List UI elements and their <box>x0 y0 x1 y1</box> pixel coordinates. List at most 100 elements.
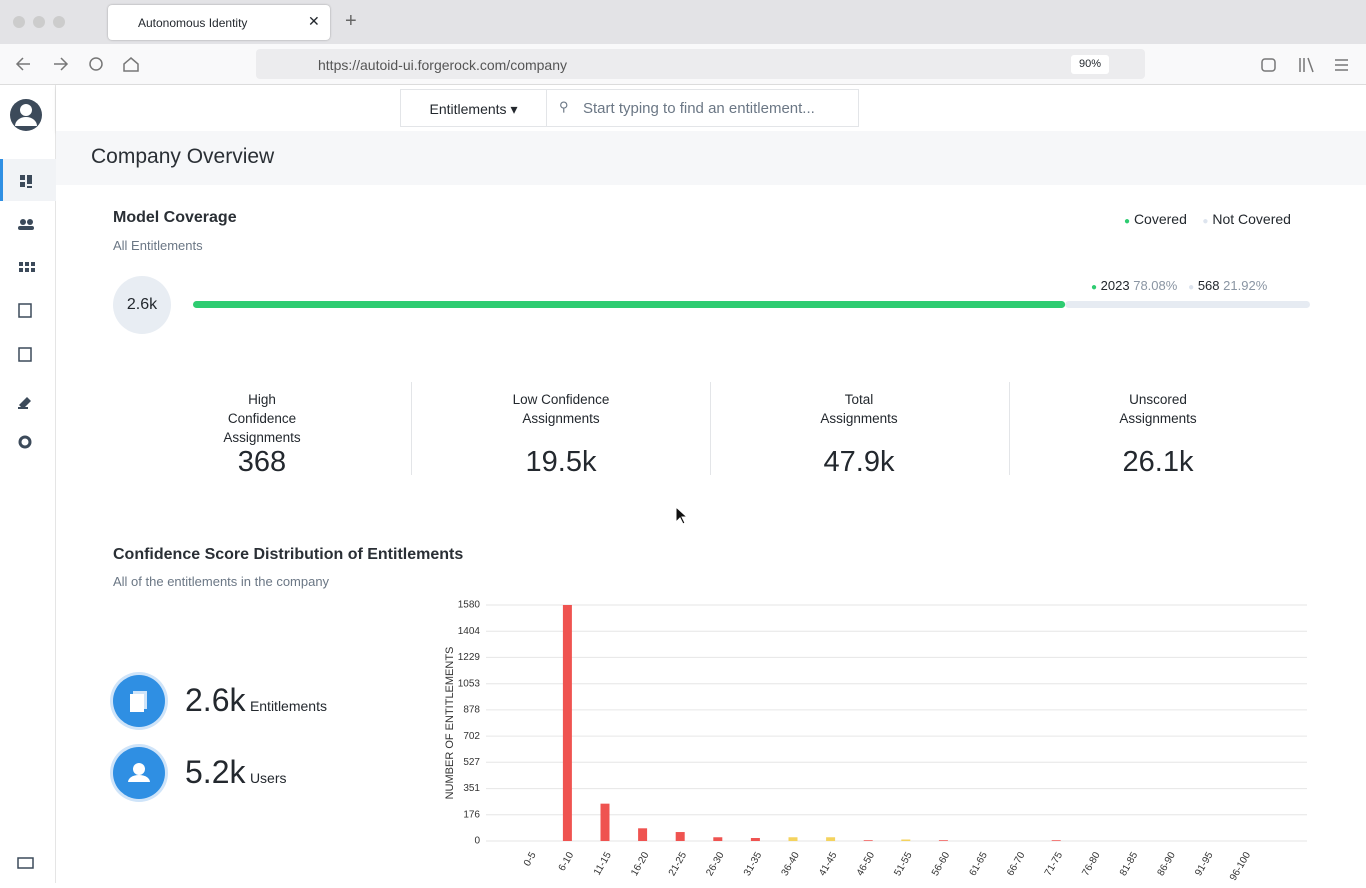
users-icon <box>113 747 165 799</box>
y-tick-label: 0 <box>474 836 480 847</box>
x-tick-label: 0-5 <box>522 850 539 868</box>
x-tick-label: 56-60 <box>930 850 953 878</box>
chart: NUMBER OF ENTITLEMENTS 0 176 351 527 702 878 10… <box>420 590 1366 883</box>
stat-value: 47.9k <box>710 446 1008 479</box>
x-tick-label: 61-65 <box>968 850 991 878</box>
not-covered-percent: 21.92% <box>1223 278 1267 293</box>
y-tick-label: 702 <box>463 731 480 742</box>
x-tick-label: 86-90 <box>1156 850 1179 878</box>
bar <box>1052 840 1061 841</box>
dropdown-label: Entitlements <box>430 101 507 117</box>
legend-item: Not Covered <box>1212 211 1291 227</box>
search-icon: ⚲ <box>559 99 569 115</box>
entity-dropdown[interactable]: Entitlements ▾ <box>400 89 547 127</box>
x-tick-label: 91-95 <box>1193 850 1216 878</box>
stat: Total Assignments47.9k <box>710 390 1008 479</box>
bar <box>638 828 647 841</box>
not-covered-count: 568 <box>1198 278 1220 293</box>
nav-buttons[interactable] <box>14 54 144 74</box>
y-tick-label: 351 <box>463 783 480 794</box>
card-subtitle: All Entitlements <box>113 238 203 253</box>
url-bar[interactable]: https://autoid-ui.forgerock.com/company <box>256 49 1145 79</box>
bar <box>864 840 873 841</box>
summary-value: 5.2k <box>185 754 245 790</box>
section-subtitle: All of the entitlements in the company <box>113 574 329 589</box>
x-tick-label: 26-30 <box>704 850 727 878</box>
bar <box>676 832 685 841</box>
x-tick-label: 16-20 <box>629 850 652 878</box>
sidebar <box>0 85 56 883</box>
card-title: Model Coverage <box>113 209 237 227</box>
x-tick-label: 51-55 <box>892 850 915 878</box>
stat-label: Total Assignments <box>710 390 1008 446</box>
entitlements-icon <box>113 675 165 727</box>
covered-bar <box>193 301 1065 308</box>
x-tick-label: 46-50 <box>855 850 878 878</box>
cursor <box>674 506 688 526</box>
bar <box>563 605 572 841</box>
y-tick-label: 878 <box>463 704 480 715</box>
bar <box>901 840 910 841</box>
x-tick-label: 71-75 <box>1043 850 1066 878</box>
zoom[interactable]: 90% <box>1071 55 1109 74</box>
x-tick-label: 6-10 <box>557 850 577 873</box>
stat: Unscored Assignments26.1k <box>1009 390 1307 479</box>
summary: 2.6k Entitlements <box>185 682 327 719</box>
summary-label: Users <box>250 770 287 786</box>
url: https://autoid-ui.forgerock.com/company <box>318 57 567 73</box>
page-title: Company Overview <box>91 145 274 169</box>
coverage-bar <box>190 298 1310 312</box>
bar <box>826 837 835 841</box>
stat-label: Low Confidence Assignments <box>412 390 710 446</box>
x-tick-label: 21-25 <box>667 850 690 878</box>
window-controls[interactable] <box>12 15 68 29</box>
y-tick-label: 1580 <box>458 600 481 611</box>
not-covered-bar <box>1065 301 1310 308</box>
zoom-level: 90% <box>1079 58 1101 70</box>
covered-percent: 78.08% <box>1133 278 1177 293</box>
summary-value: 2.6k <box>185 682 245 718</box>
stat-value: 19.5k <box>412 446 710 479</box>
coverage-values: ● 2023 78.08% ● 568 21.92% <box>1091 278 1267 293</box>
x-tick-label: 96-100 <box>1228 850 1253 883</box>
x-tick-label: 31-35 <box>742 850 765 878</box>
stat: High Confidence Assignments368 <box>113 390 411 479</box>
stat-value: 368 <box>113 446 411 479</box>
bar <box>751 838 760 841</box>
y-tick-label: 1404 <box>458 626 481 637</box>
bar <box>713 837 722 841</box>
total-badge: 2.6k <box>113 276 171 334</box>
x-tick-label: 76-80 <box>1080 850 1103 878</box>
x-tick-label: 11-15 <box>592 850 614 877</box>
tab[interactable]: Autonomous Identity ✕ <box>108 5 330 40</box>
stat-label: High Confidence Assignments <box>113 390 411 446</box>
x-tick-label: 36-40 <box>780 850 803 878</box>
close-tab[interactable]: ✕ <box>308 13 320 30</box>
stat-value: 26.1k <box>1009 446 1307 479</box>
x-tick-label: 66-70 <box>1005 850 1028 878</box>
bar <box>601 804 610 841</box>
y-tick-label: 176 <box>463 809 480 820</box>
summary: 5.2k Users <box>185 754 287 791</box>
summary-label: Entitlements <box>250 698 327 714</box>
tab-title: Autonomous Identity <box>138 16 247 30</box>
bar <box>939 840 948 841</box>
search-input[interactable]: ⚲ Start typing to find an entitlement... <box>547 89 859 127</box>
legend-item: Covered <box>1134 211 1187 227</box>
sidebar-icons <box>0 85 56 883</box>
y-tick-label: 1053 <box>458 678 481 689</box>
toolbar-icons[interactable] <box>1260 56 1355 74</box>
x-tick-label: 41-45 <box>817 850 840 878</box>
stat-label: Unscored Assignments <box>1009 390 1307 446</box>
new-tab[interactable]: + <box>345 10 357 33</box>
y-tick-label: 527 <box>463 757 480 768</box>
total: 2.6k <box>127 296 157 313</box>
search-placeholder: Start typing to find an entitlement... <box>583 100 815 117</box>
covered-count: 2023 <box>1101 278 1130 293</box>
y-axis-label: NUMBER OF ENTITLEMENTS <box>444 647 456 800</box>
x-tick-label: 81-85 <box>1118 850 1141 878</box>
bar <box>789 837 798 841</box>
stat: Low Confidence Assignments19.5k <box>412 390 710 479</box>
section-title: Confidence Score Distribution of Entitle… <box>113 546 463 564</box>
